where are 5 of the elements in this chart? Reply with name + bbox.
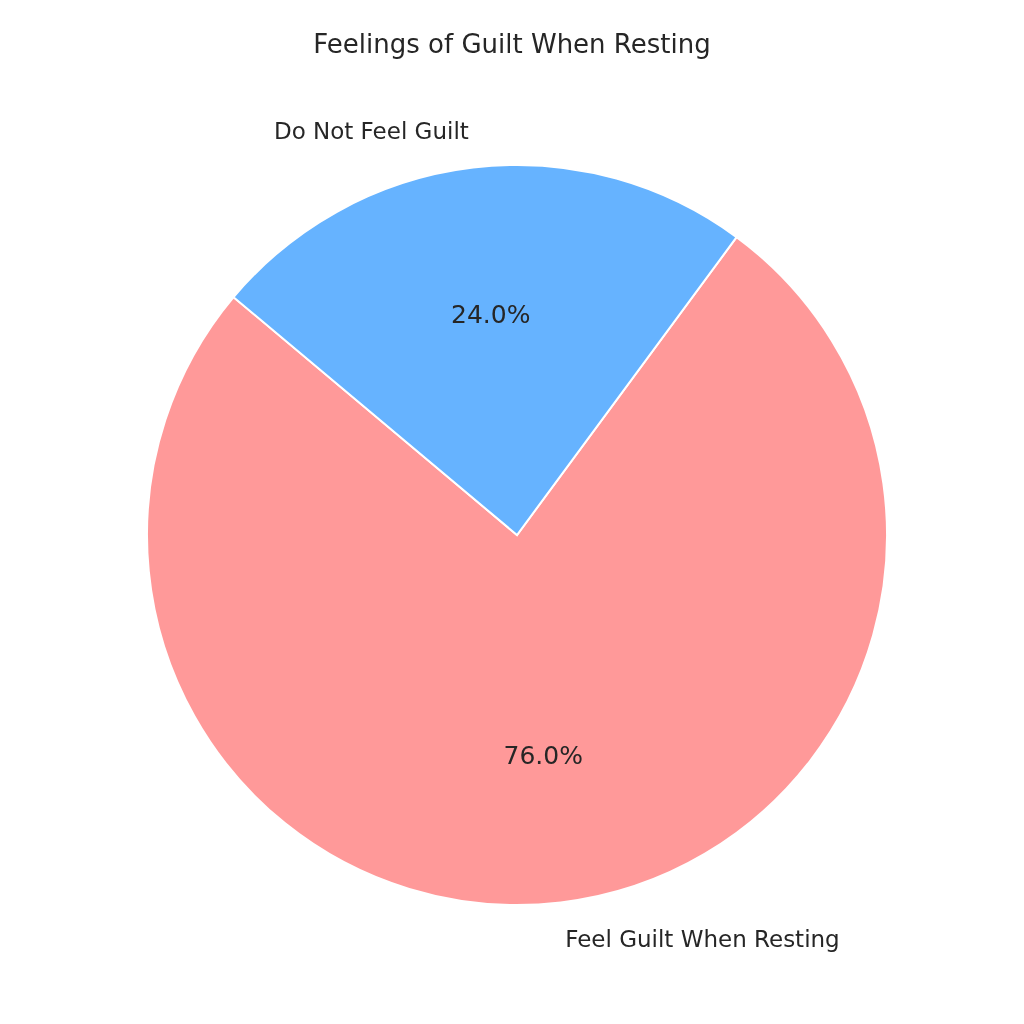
data-label: 24.0% [451, 300, 531, 330]
chart-title: Feelings of Guilt When Resting [313, 29, 711, 59]
slice-label: Do Not Feel Guilt [273, 117, 469, 144]
slice-label: Feel Guilt When Resting [565, 926, 840, 953]
data-label: 76.0% [503, 740, 583, 770]
